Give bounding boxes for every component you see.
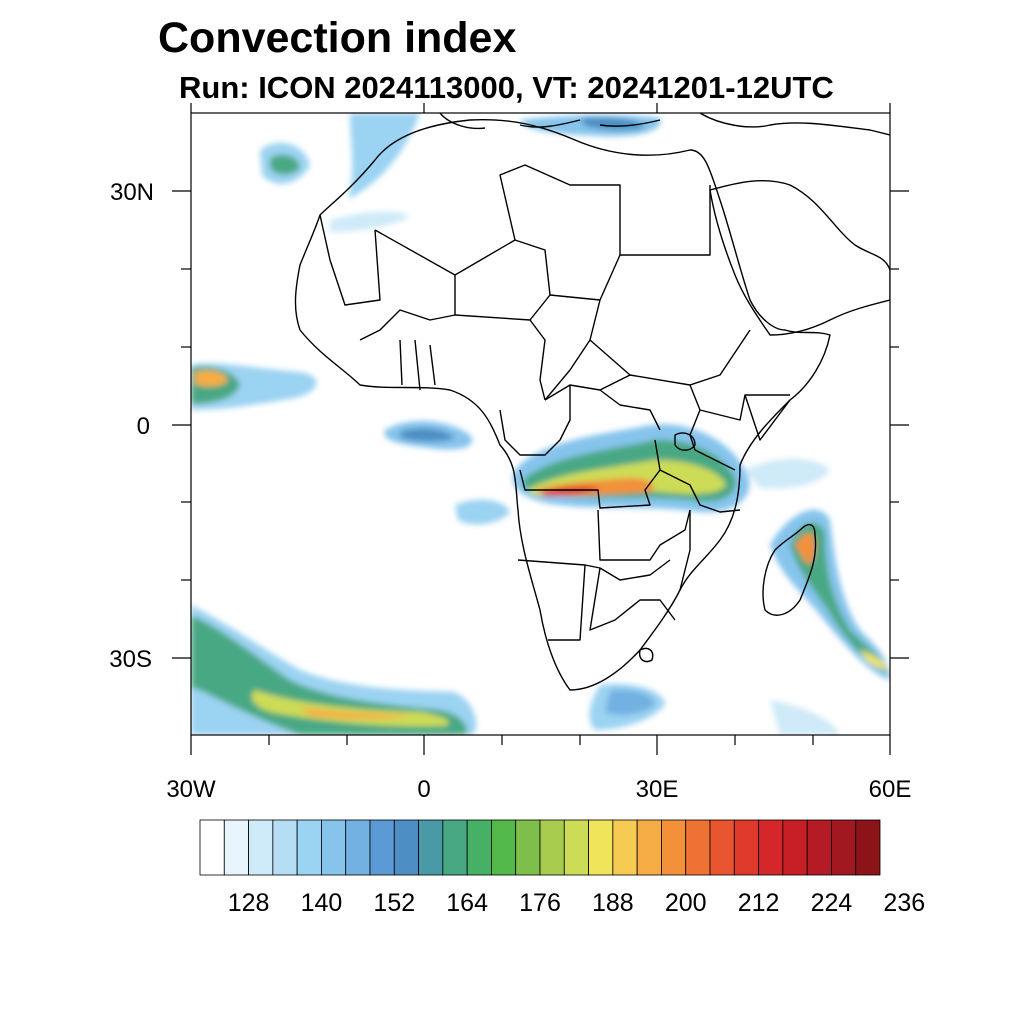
lesotho — [638, 647, 654, 663]
border-15 — [599, 389, 661, 431]
colorbar-label: 140 — [301, 889, 343, 917]
border-19 — [517, 559, 586, 641]
field-southern-peak — [300, 708, 410, 719]
colorbar-label: 188 — [592, 889, 634, 917]
lon-label-0: 0 — [417, 776, 430, 803]
colorbar-label: 176 — [519, 889, 561, 917]
colorbar-swatch — [321, 819, 347, 876]
left-ticks — [172, 190, 191, 659]
colorbar-swatch — [515, 819, 541, 876]
colorbar-swatch — [369, 819, 395, 876]
map-background — [191, 113, 890, 735]
lon-label-30w: 30W — [166, 776, 216, 803]
border-9 — [544, 299, 601, 401]
field-congo-peak — [540, 486, 600, 496]
colorbar-swatch — [782, 819, 808, 876]
colorbar-swatch — [418, 819, 444, 876]
border-22 — [679, 510, 691, 591]
field-morocco-core — [270, 154, 300, 175]
colorbar-swatch — [539, 819, 565, 876]
colorbar-swatch — [636, 819, 662, 876]
chart-title: Convection index — [158, 14, 517, 62]
colorbar-swatch — [831, 819, 857, 876]
colorbar-swatch — [709, 819, 735, 876]
colorbar-swatch — [733, 819, 759, 876]
colorbar-swatch — [199, 819, 225, 876]
bottom-ticks — [190, 735, 891, 755]
colorbar-swatch — [442, 819, 468, 876]
top-ticks — [190, 103, 891, 113]
field-guinea-core — [400, 428, 455, 442]
colorbar-swatch — [393, 819, 419, 876]
colorbar-swatch — [612, 819, 638, 876]
map-frame — [190, 112, 891, 736]
lon-label-60e: 60E — [869, 776, 912, 803]
colorbar-label: 152 — [373, 889, 415, 917]
colorbar-label: 212 — [738, 889, 780, 917]
border-18 — [597, 509, 691, 561]
colorbar-labels: 128 140 152 164 176 188 200 212 224 236 — [228, 889, 925, 917]
border-20 — [584, 559, 671, 581]
border-12 — [689, 409, 736, 471]
colorbar-swatch — [563, 819, 589, 876]
border-8 — [529, 319, 546, 401]
arabia-coast — [709, 180, 890, 336]
field-med-3 — [580, 117, 645, 131]
field-med-1 — [348, 113, 420, 198]
border-1 — [319, 214, 381, 306]
colorbar-swatch — [466, 819, 492, 876]
colorbar-swatch — [491, 819, 517, 876]
field-sahara — [330, 211, 410, 232]
colorbar-label: 236 — [883, 889, 925, 917]
field-eastafrica-2 — [770, 700, 840, 735]
border-13 — [544, 374, 631, 401]
lon-label-30e: 30E — [636, 776, 679, 803]
border-11 — [689, 384, 790, 421]
border-24 — [744, 394, 791, 441]
colorbar-swatch — [806, 819, 832, 876]
colorbar-swatch — [661, 819, 687, 876]
border-17 — [659, 469, 741, 513]
field-angola-coast — [455, 499, 510, 525]
field-atlantic-core — [195, 370, 228, 387]
lat-label-0: 0 — [137, 413, 150, 440]
colorbar-swatch — [248, 819, 274, 876]
colorbar — [199, 819, 881, 876]
colorbar-swatch — [588, 819, 614, 876]
border-3 — [499, 164, 621, 255]
field-madagascar-south — [860, 650, 888, 670]
colorbar-swatch — [685, 819, 711, 876]
colorbar-label: 164 — [446, 889, 488, 917]
right-ticks — [890, 190, 909, 659]
colorbar-swatch — [758, 819, 784, 876]
colorbar-label: 128 — [228, 889, 270, 917]
border-14 — [499, 385, 571, 456]
africa-coastline — [294, 118, 831, 691]
colorbar-label: 200 — [665, 889, 707, 917]
coastlines-and-borders — [294, 113, 890, 691]
field-madagascar-core — [795, 532, 815, 565]
colorbar-swatch — [223, 819, 249, 876]
chart-subtitle: Run: ICON 2024113000, VT: 20241201-12UTC — [179, 70, 834, 105]
lake-victoria — [674, 432, 696, 451]
colorbar-swatch — [855, 819, 881, 876]
border-23 — [399, 339, 436, 391]
europe-coast — [439, 113, 890, 136]
border-6 — [359, 275, 456, 341]
field-safrica-inner — [605, 689, 655, 716]
field-eastafrica-1 — [745, 458, 830, 489]
border-4 — [620, 185, 711, 256]
border-16 — [519, 439, 661, 509]
colorbar-swatch — [296, 819, 322, 876]
colorbar-swatch — [345, 819, 371, 876]
lat-label-30s: 30S — [109, 646, 152, 673]
colorbar-label: 224 — [811, 889, 853, 917]
madagascar-coast — [762, 523, 817, 616]
border-21 — [589, 567, 676, 631]
convection-fields — [191, 113, 890, 735]
colorbar-swatch — [272, 819, 298, 876]
lat-label-30n: 30N — [110, 179, 154, 206]
